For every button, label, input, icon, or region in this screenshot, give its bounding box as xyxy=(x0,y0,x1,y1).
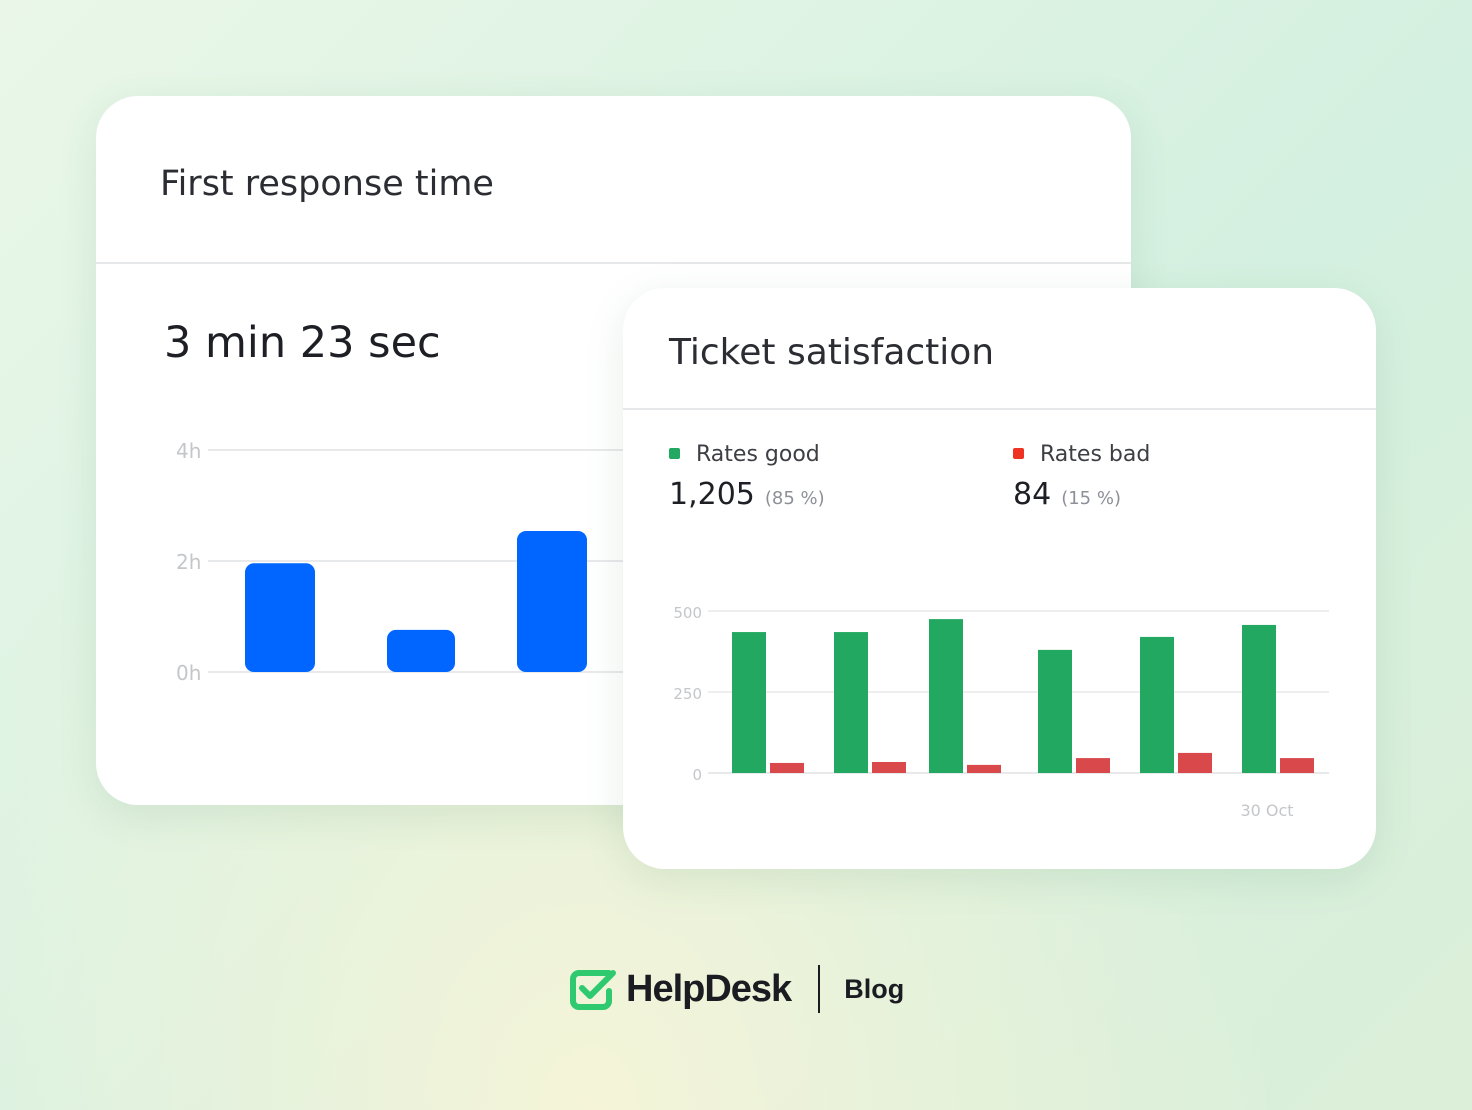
bar-bad xyxy=(967,764,1001,773)
divider xyxy=(96,262,1131,264)
bar-bad xyxy=(1178,752,1212,773)
legend-bad: Rates bad 84 (15 %) xyxy=(1013,442,1150,512)
bar-bad xyxy=(872,761,906,773)
card-title: First response time xyxy=(160,164,494,204)
ticket-satisfaction-card: Ticket satisfaction Rates good 1,205 (85 … xyxy=(623,288,1376,869)
y-tick-label: 250 xyxy=(673,685,702,703)
y-tick-label: 0 xyxy=(692,766,702,784)
x-tick-label: 30 Oct xyxy=(1240,801,1293,820)
count-value: 84 xyxy=(1013,477,1052,512)
metric-value: 3 min 23 sec xyxy=(164,318,441,368)
bar-bad xyxy=(770,762,804,773)
y-tick-label: 2h xyxy=(176,550,201,574)
red-square-icon xyxy=(1013,448,1024,459)
bar xyxy=(245,563,315,672)
good-count: 1,205 (85 %) xyxy=(669,477,825,512)
legend-good: Rates good 1,205 (85 %) xyxy=(669,442,825,512)
bar-bad xyxy=(1076,758,1110,773)
bar-good xyxy=(1242,624,1276,773)
bar xyxy=(517,531,587,672)
check-box-icon xyxy=(570,970,616,1010)
card-title: Ticket satisfaction xyxy=(669,332,995,373)
percent: (85 %) xyxy=(764,488,825,509)
bar-good xyxy=(1038,649,1072,773)
bar-good xyxy=(834,632,868,773)
bar-good xyxy=(1140,636,1174,773)
bar-bad xyxy=(1280,758,1314,773)
percent: (15 %) xyxy=(1061,488,1121,509)
blog-link[interactable]: Blog xyxy=(844,973,905,1004)
helpdesk-logo: HelpDesk Blog xyxy=(569,965,904,1013)
green-square-icon xyxy=(669,448,680,459)
bar xyxy=(387,629,455,672)
y-tick-label: 4h xyxy=(176,439,201,463)
bar-good xyxy=(732,632,766,773)
brand-name: HelpDesk xyxy=(626,967,792,1010)
divider xyxy=(623,408,1376,410)
bad-count: 84 (15 %) xyxy=(1013,477,1150,512)
legend-label: Rates good xyxy=(696,442,820,467)
y-tick-label: 0h xyxy=(176,661,201,685)
bar-good xyxy=(929,619,963,773)
y-tick-label: 500 xyxy=(673,604,702,622)
divider xyxy=(818,965,821,1013)
count-value: 1,205 xyxy=(669,477,755,512)
satisfaction-chart: 0 250 500 30 Oct xyxy=(673,604,1329,820)
legend-label: Rates bad xyxy=(1040,442,1151,467)
